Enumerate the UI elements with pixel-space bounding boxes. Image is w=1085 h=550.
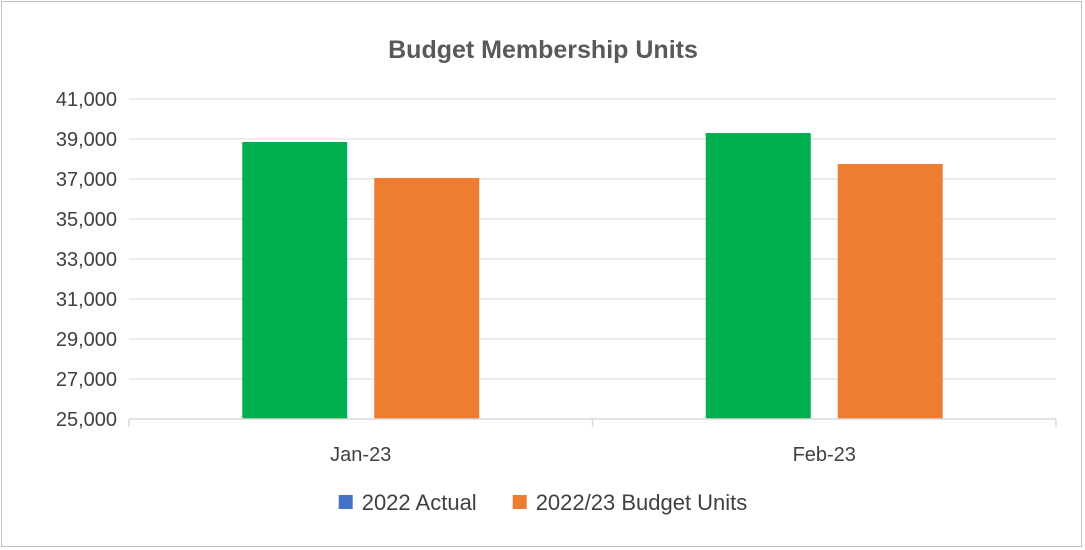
x-tick-label: Jan-23 — [330, 444, 391, 466]
legend-swatch — [338, 495, 353, 509]
x-axis-ticks: Jan-23 Feb-23 — [330, 444, 856, 466]
legend-label: 2022 Actual — [362, 490, 477, 515]
bar — [705, 133, 811, 419]
bar — [837, 164, 943, 419]
y-tick-label: 31,000 — [56, 289, 117, 311]
y-tick-label: 37,000 — [56, 169, 117, 191]
y-tick-label: 35,000 — [56, 209, 117, 231]
bar — [242, 142, 348, 419]
x-tick-label: Feb-23 — [793, 444, 856, 466]
bar — [374, 178, 480, 419]
y-axis-ticks: 41,000 39,000 37,000 35,000 33,000 31,000 29,0… — [56, 89, 117, 431]
y-tick-label: 33,000 — [56, 249, 117, 271]
bars — [242, 133, 943, 419]
chart-title: Budget Membership Units — [388, 36, 698, 64]
y-tick-label: 41,000 — [56, 89, 117, 111]
y-tick-label: 25,000 — [56, 409, 117, 431]
legend: 2022 Actual 2022/23 Budget Units — [338, 490, 748, 515]
y-tick-label: 39,000 — [56, 129, 117, 151]
legend-swatch — [512, 495, 527, 509]
axes — [128, 418, 1057, 427]
y-tick-label: 27,000 — [56, 369, 117, 391]
legend-label: 2022/23 Budget Units — [536, 490, 748, 515]
y-tick-label: 29,000 — [56, 329, 117, 351]
